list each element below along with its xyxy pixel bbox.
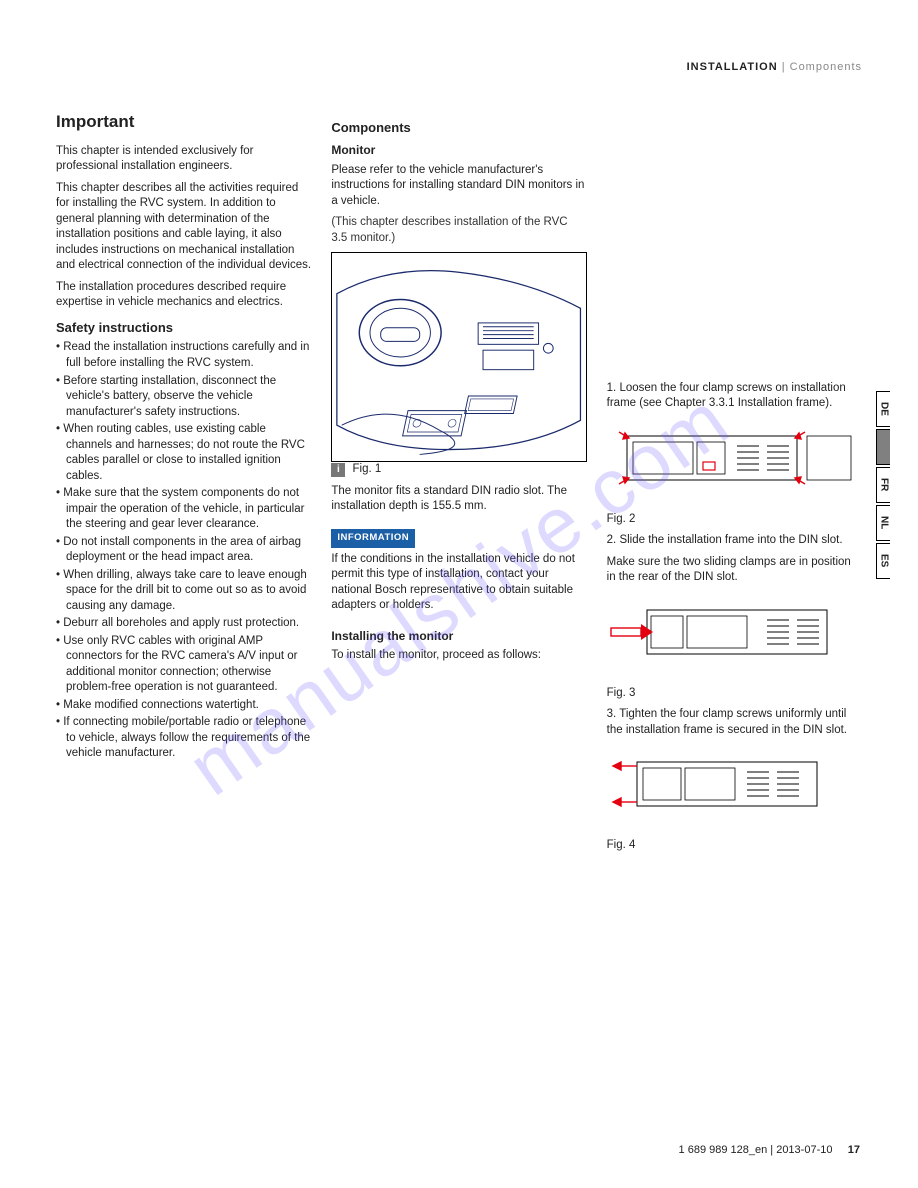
bullet: When routing cables, use existing cable … [56, 422, 311, 484]
bullet: Read the installation instructions caref… [56, 340, 311, 371]
bullet: Before starting installation, disconnect… [56, 374, 311, 421]
para: This chapter describes all the activitie… [56, 181, 311, 274]
heading-safety: Safety instructions [56, 319, 311, 337]
caption-text: Fig. 1 [353, 463, 382, 475]
bullet: Deburr all boreholes and apply rust prot… [56, 616, 311, 632]
figure-2-caption: Fig. 2 [607, 512, 862, 528]
tab-fr[interactable]: FR [876, 467, 891, 503]
frame-insert-icon [607, 592, 857, 672]
tab-de[interactable]: DE [876, 391, 891, 427]
language-tabs: DE EN FR NL ES [876, 391, 918, 581]
bullet: If connecting mobile/portable radio or t… [56, 715, 311, 762]
breadcrumb-page: Components [790, 61, 862, 73]
bullet: Make modified connections watertight. [56, 698, 311, 714]
figure-4 [607, 744, 857, 824]
info-text: If the conditions in the installation ve… [331, 552, 586, 614]
heading-installing: Installing the monitor [331, 628, 586, 644]
spacer [607, 111, 862, 381]
bullet: When drilling, always take care to leave… [56, 568, 311, 615]
para: Please refer to the vehicle manufacturer… [331, 163, 586, 210]
dashboard-illustration-icon [332, 253, 585, 461]
para: The monitor fits a standard DIN radio sl… [331, 484, 586, 515]
col-1: Important This chapter is intended exclu… [56, 111, 311, 860]
breadcrumb-section: INSTALLATION [687, 61, 778, 73]
col-2: Components Monitor Please refer to the v… [331, 111, 586, 860]
tab-es[interactable]: ES [876, 543, 891, 579]
bullet: Make sure that the system components do … [56, 486, 311, 533]
heading-important: Important [56, 111, 311, 134]
step-3: 3. Tighten the four clamp screws uniform… [607, 707, 862, 738]
tab-nl[interactable]: NL [876, 505, 891, 541]
figure-3 [607, 592, 857, 672]
page-root: INSTALLATION | Components Important This… [0, 0, 918, 1188]
para: To install the monitor, proceed as follo… [331, 648, 586, 664]
bullet: Use only RVC cables with original AMP co… [56, 634, 311, 696]
figure-1-caption: i Fig. 1 [331, 462, 586, 478]
heading-monitor: Monitor [331, 142, 586, 158]
heading-components: Components [331, 119, 586, 137]
step-2a: 2. Slide the installation frame into the… [607, 533, 862, 549]
tab-en[interactable]: EN [876, 429, 891, 465]
figure-3-caption: Fig. 3 [607, 686, 862, 702]
para: (This chapter describes installation of … [331, 215, 586, 246]
manual-code: 1 689 989 128_en | 2013-07-10 [679, 1144, 833, 1156]
frame-tighten-icon [607, 744, 857, 824]
frame-screws-icon [607, 418, 857, 498]
step-1: 1. Loosen the four clamp screws on insta… [607, 381, 862, 412]
bullet: Do not install components in the area of… [56, 535, 311, 566]
col-3: 1. Loosen the four clamp screws on insta… [607, 111, 862, 860]
page-number: 17 [848, 1144, 860, 1156]
figure-2 [607, 418, 857, 498]
step-2b: Make sure the two sliding clamps are in … [607, 555, 862, 586]
para: The installation procedures described re… [56, 280, 311, 311]
figure-4-caption: Fig. 4 [607, 838, 862, 854]
info-icon: i [331, 463, 345, 477]
header-breadcrumb: INSTALLATION | Components [56, 60, 862, 75]
figure-1 [331, 252, 586, 462]
information-badge: INFORMATION [331, 529, 415, 548]
para: This chapter is intended exclusively for… [56, 144, 311, 175]
columns: Important This chapter is intended exclu… [56, 111, 862, 860]
page-footer: 1 689 989 128_en | 2013-07-10 17 [679, 1143, 860, 1158]
